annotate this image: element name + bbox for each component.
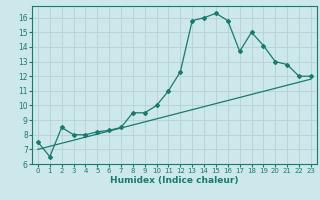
X-axis label: Humidex (Indice chaleur): Humidex (Indice chaleur) [110, 176, 239, 185]
